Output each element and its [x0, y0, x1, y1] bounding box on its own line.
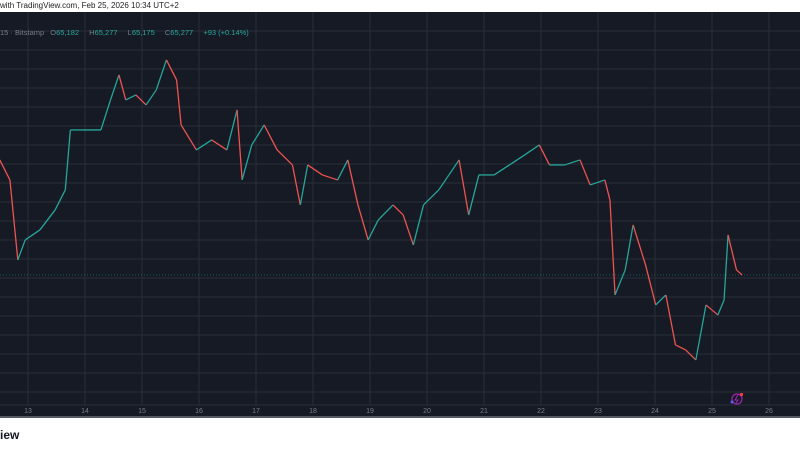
x-tick-label: 21 [480, 408, 488, 415]
price-segment [609, 199, 616, 295]
low-label: L [127, 28, 132, 37]
chart-canvas[interactable]: 13 14 15 16 17 18 19 20 21 22 23 24 25 26 [0, 12, 800, 418]
price-segment [165, 59, 178, 81]
ohlc-legend: 15 · Bitstamp O65,182 H65,277 L65,175 C6… [0, 28, 253, 37]
x-tick-label: 19 [366, 408, 374, 415]
price-chart[interactable]: 13 14 15 16 17 18 19 20 21 22 23 24 25 26 15 · Bitsta… [0, 12, 800, 418]
price-segment [675, 344, 686, 351]
lightning-event-icon [730, 393, 743, 405]
close-value: 65,277 [170, 28, 194, 37]
x-tick-label: 14 [81, 408, 89, 415]
x-tick-label: 16 [195, 408, 203, 415]
x-tick-label: 25 [708, 408, 716, 415]
price-segment [64, 129, 72, 190]
price-segment [717, 299, 725, 316]
price-segment [705, 304, 719, 316]
snapshot-caption: with TradingView.com, Feb 25, 2026 10:34… [0, 1, 179, 10]
price-segment [135, 94, 147, 106]
x-tick-label: 13 [24, 408, 32, 415]
price-segment [604, 179, 611, 201]
price-segment [263, 124, 278, 151]
price-segment [155, 59, 168, 91]
x-tick-label: 23 [594, 408, 602, 415]
price-segment [579, 159, 591, 186]
x-tick-label: 18 [309, 408, 317, 415]
price-segment [685, 349, 697, 361]
price-segment [24, 229, 41, 241]
price-segment [236, 109, 243, 180]
x-tick-label: 15 [138, 408, 146, 415]
price-segment [367, 219, 379, 241]
x-tick-label: 26 [765, 408, 773, 415]
price-segment [632, 224, 647, 266]
price-segment [468, 174, 480, 216]
symbol-label: 15 · Bitstamp [0, 28, 45, 37]
price-segment [723, 234, 729, 300]
high-value: 65,277 [94, 28, 118, 37]
price-segment [665, 294, 677, 346]
open-value: 65,182 [56, 28, 80, 37]
caption-bar: with TradingView.com, Feb 25, 2026 10:34… [0, 0, 800, 12]
price-segment [624, 224, 634, 271]
price-segment [655, 294, 667, 306]
open-label: O [50, 28, 57, 37]
price-segment [493, 164, 510, 176]
price-segment [736, 269, 743, 276]
price-segment [175, 79, 182, 126]
price-segment [251, 124, 265, 146]
price-segment [644, 264, 657, 306]
price-segment [458, 159, 470, 216]
price-segment [39, 209, 56, 231]
price-segment [299, 164, 309, 206]
price-segment [357, 204, 369, 241]
price-segment [291, 164, 301, 206]
x-tick-label: 24 [651, 408, 659, 415]
price-segment [448, 159, 460, 176]
change-value: +93 (+0.14%) [203, 28, 249, 37]
price-segment [226, 109, 238, 151]
price-segment [125, 94, 137, 101]
x-tick-label: 20 [423, 408, 431, 415]
price-segment [118, 74, 127, 101]
price-segment [564, 159, 581, 166]
price-segment [100, 99, 112, 131]
high-label: H [89, 28, 95, 37]
price-segment [54, 189, 66, 211]
price-segment [322, 174, 338, 181]
price-segment [276, 149, 293, 166]
price-segment [589, 179, 606, 186]
price-segment [307, 164, 323, 176]
price-segment [538, 144, 551, 166]
price-segment [392, 204, 404, 216]
low-value: 65,175 [131, 28, 155, 37]
price-segment [347, 159, 359, 206]
x-tick-label: 17 [252, 408, 260, 415]
price-segment [695, 304, 707, 361]
price-segment [412, 204, 425, 246]
price-segment [727, 234, 738, 271]
price-segment [423, 189, 440, 206]
x-tick-label: 22 [537, 408, 545, 415]
price-segment [509, 154, 525, 166]
price-segment [17, 239, 26, 261]
price-segment [377, 204, 394, 221]
price-segment [9, 179, 19, 261]
close-label: C [164, 28, 171, 37]
price-segment [0, 159, 11, 181]
price-segment [196, 139, 212, 151]
price-segment [241, 144, 253, 181]
price-segment [402, 214, 414, 246]
price-segment [337, 159, 349, 181]
price-segment [180, 124, 197, 151]
price-segment [524, 144, 540, 156]
price-segment [614, 269, 626, 296]
price-segment [145, 89, 157, 106]
brand-text: iew [0, 428, 20, 442]
price-segment [211, 139, 228, 151]
price-segment [109, 74, 120, 101]
price-segment [438, 174, 450, 191]
